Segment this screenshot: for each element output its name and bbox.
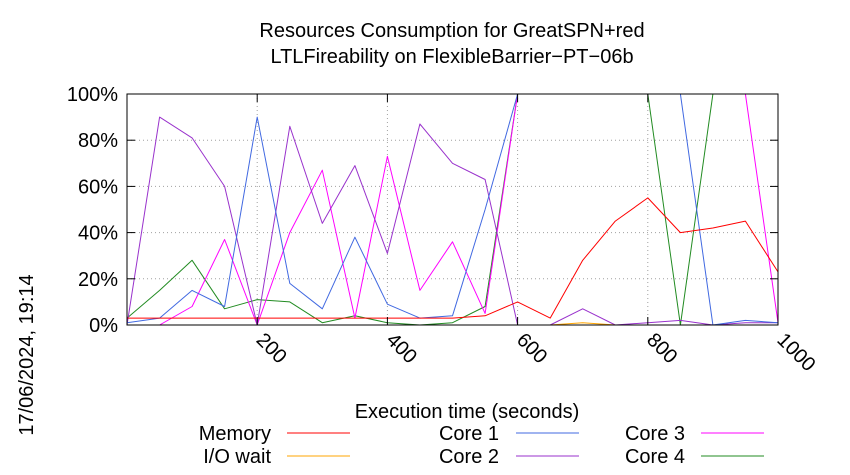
legend-label-5: Core 4 (625, 446, 685, 468)
x-tick-label-4: 1000 (772, 329, 819, 376)
y-tick-label-2: 40% (78, 223, 118, 245)
legend-label-0: Memory (199, 423, 271, 445)
chart-title-line-2: LTLFireability on FlexibleBarrier−PT−06b (270, 46, 633, 68)
plot-grid (127, 94, 778, 325)
y-tick-label-1: 20% (78, 269, 118, 291)
series-line-0 (127, 197, 779, 319)
legend-label-2: Core 1 (439, 423, 499, 445)
legend-label-1: I/O wait (203, 446, 271, 468)
x-axis-label: Execution time (seconds) (355, 401, 580, 423)
y-tick-label-4: 80% (78, 130, 118, 152)
plot-series (126, 93, 779, 326)
x-tick-label-3: 800 (642, 329, 681, 368)
y-tick-label-0: 0% (89, 315, 118, 337)
y-axis-ticks: 0% 20% 40% 60% 80% 100% (67, 84, 778, 337)
legend-label-3: Core 2 (439, 446, 499, 468)
timestamp-label: 17/06/2024, 19:14 (16, 274, 38, 435)
x-tick-label-1: 400 (382, 329, 421, 368)
series-line-3 (126, 116, 778, 326)
series-line-5 (126, 93, 778, 326)
chart-title-line-1: Resources Consumption for GreatSPN+red (259, 20, 644, 42)
plot-frame (126, 93, 779, 326)
x-tick-label-0: 200 (252, 329, 291, 368)
y-tick-label-5: 100% (67, 84, 118, 106)
series-line-4 (127, 93, 779, 326)
x-tick-label-2: 600 (512, 329, 551, 368)
series-line-2 (126, 93, 779, 326)
legend-label-4: Core 3 (625, 423, 685, 445)
y-tick-label-3: 60% (78, 176, 118, 198)
